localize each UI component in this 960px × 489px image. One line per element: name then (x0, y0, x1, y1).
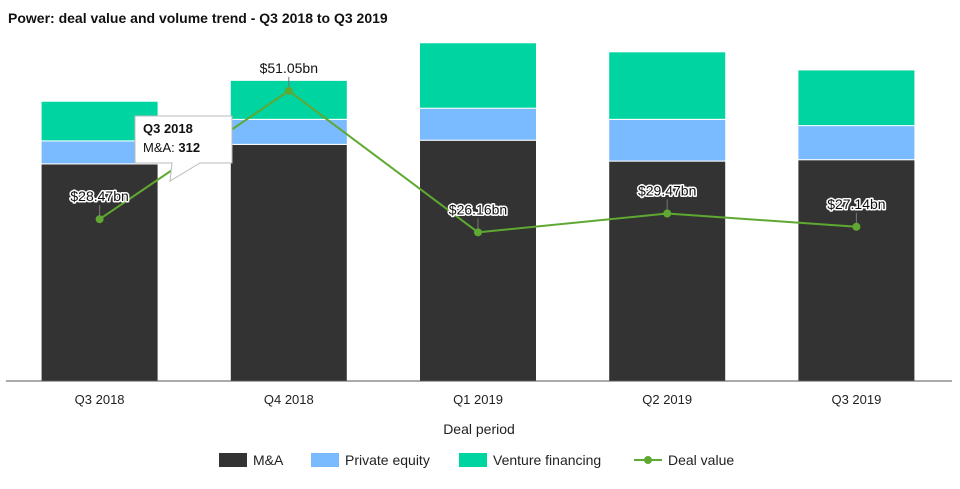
deal-value-point[interactable] (663, 209, 672, 218)
deal-value-point[interactable] (284, 86, 293, 95)
legend-swatch (311, 453, 339, 467)
bar-venture-financing-2[interactable] (419, 42, 537, 109)
legend-item-1[interactable]: Private equity (311, 452, 430, 468)
legend-label: Venture financing (493, 452, 601, 468)
legend-item-0[interactable]: M&A (219, 452, 284, 468)
deal-value-label: $29.47bn (638, 183, 696, 199)
tooltip-title: Q3 2018 (143, 121, 193, 136)
legend: M&A Private equity Venture financing Deal v… (219, 452, 734, 468)
x-tick-label: Q3 2018 (75, 392, 125, 407)
x-axis-title: Deal period (443, 421, 515, 437)
bar-venture-financing-4[interactable] (797, 69, 916, 127)
bar-ma-0[interactable] (40, 163, 159, 382)
deal-value-label: $27.14bn (827, 196, 885, 212)
deal-value-label: $26.16bn (449, 201, 507, 217)
legend-label: Deal value (668, 452, 734, 468)
bar-private-equity-3[interactable] (608, 118, 727, 162)
bar-ma-2[interactable] (419, 139, 537, 382)
legend-swatch (219, 453, 247, 467)
bar-ma-3[interactable] (608, 160, 727, 382)
legend-swatch (459, 453, 487, 467)
legend-item-3[interactable]: Deal value (634, 452, 734, 468)
x-tick-label: Q3 2019 (831, 392, 881, 407)
legend-marker (644, 456, 652, 464)
deal-value-label: $51.05bn (260, 60, 318, 76)
x-ticks: Q3 2018 Q4 2018 Q1 2019 Q2 2019 Q3 2019 (75, 392, 882, 407)
deal-value-point[interactable] (474, 228, 482, 237)
x-tick-label: Q4 2018 (264, 392, 314, 407)
deal-value-point[interactable] (852, 222, 861, 231)
bar-ma-1[interactable] (229, 143, 348, 382)
deal-value-label: $28.47bn (70, 188, 128, 204)
chart-title: Power: deal value and volume trend - Q3 … (8, 10, 388, 26)
bar-private-equity-2[interactable] (419, 107, 537, 141)
tooltip-box (134, 115, 233, 182)
bar-private-equity-4[interactable] (797, 125, 916, 161)
bars-layer (40, 42, 916, 382)
deal-value-point[interactable] (95, 215, 104, 224)
legend-label: Private equity (345, 452, 430, 468)
x-tick-label: Q1 2019 (453, 392, 503, 407)
deal-value-line-layer: $28.47bn $51.05bn $26.16bn $29.47bn $27.14bn (69, 58, 887, 237)
x-tick-label: Q2 2019 (642, 392, 692, 407)
legend-item-2[interactable]: Venture financing (459, 452, 601, 468)
tooltip: Q3 2018 M&A: 312 (134, 115, 233, 182)
bar-private-equity-1[interactable] (229, 118, 348, 145)
bar-ma-4[interactable] (797, 159, 916, 382)
legend-label: M&A (253, 452, 284, 468)
tooltip-value: M&A: 312 (143, 140, 200, 155)
bar-venture-financing-3[interactable] (608, 51, 727, 120)
